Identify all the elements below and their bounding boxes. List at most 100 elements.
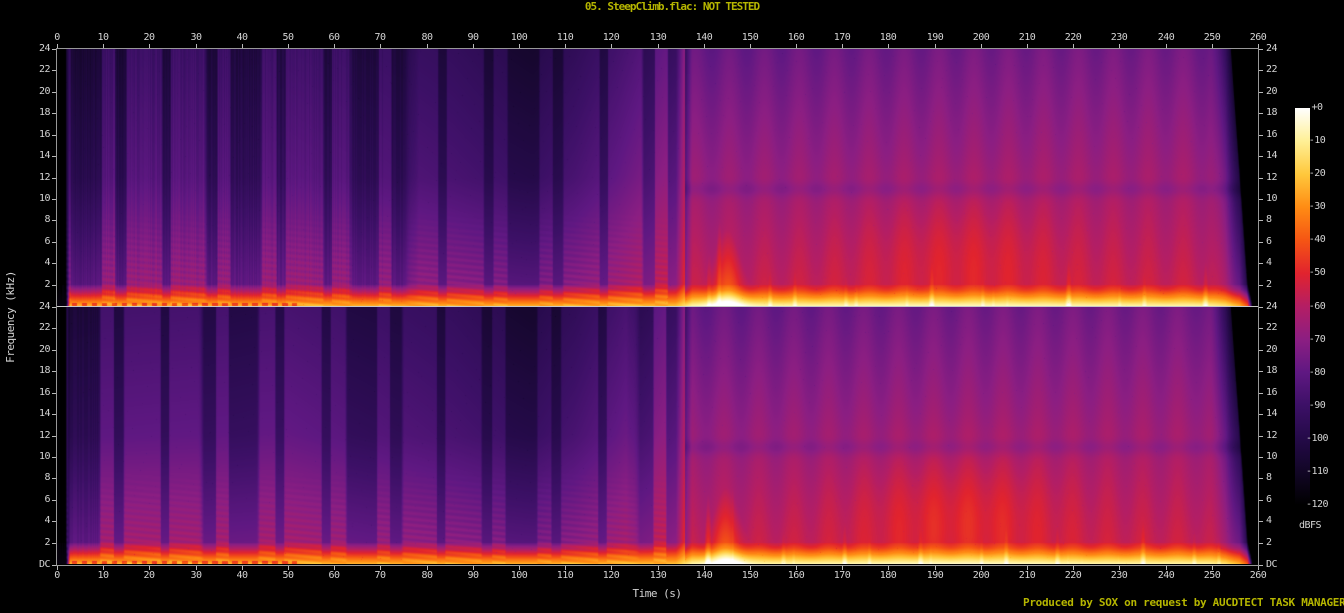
time-tick-label: 180 — [879, 570, 897, 581]
time-tick-label: 210 — [1018, 32, 1036, 43]
time-tick-mark — [103, 566, 104, 570]
freq-tick-label: 4 — [44, 257, 50, 268]
freq-tick-label: 20 — [1266, 86, 1278, 97]
time-tick-mark — [611, 566, 612, 570]
freq-tick-label: 16 — [38, 129, 51, 140]
freq-tick-label: 12 — [1266, 172, 1278, 183]
freq-tick-label: 8 — [44, 214, 50, 225]
time-tick-label: 200 — [972, 32, 990, 43]
freq-tick-label: 22 — [1266, 322, 1278, 333]
time-tick-mark — [149, 566, 150, 570]
freq-tick-mark — [52, 436, 56, 437]
colorbar-tick-label: -120 — [1305, 499, 1329, 510]
freq-tick-mark — [52, 328, 56, 329]
freq-tick-label: 10 — [1266, 451, 1278, 462]
time-tick-mark — [288, 566, 289, 570]
time-tick-mark — [796, 44, 797, 48]
freq-tick-label: 10 — [1266, 193, 1278, 204]
freq-tick-mark — [1259, 178, 1263, 179]
freq-tick-mark — [1259, 285, 1263, 286]
time-tick-mark — [1027, 566, 1028, 570]
time-tick-mark — [196, 566, 197, 570]
time-tick-mark — [704, 566, 705, 570]
freq-axis-left-line — [56, 48, 57, 566]
freq-tick-label: 16 — [1266, 129, 1278, 140]
time-tick-label: 110 — [556, 32, 574, 43]
freq-tick-mark — [1259, 307, 1263, 308]
time-tick-mark — [288, 44, 289, 48]
freq-tick-mark — [52, 70, 56, 71]
freq-tick-mark — [52, 263, 56, 264]
freq-tick-label: 22 — [38, 322, 51, 333]
colorbar-tick-label: -80 — [1308, 367, 1326, 378]
time-tick-mark — [888, 566, 889, 570]
freq-tick-label: 24 — [1266, 301, 1278, 312]
time-tick-label: 80 — [421, 32, 433, 43]
freq-tick-label: 14 — [38, 150, 51, 161]
freq-tick-label: 18 — [1266, 107, 1278, 118]
time-tick-label: 120 — [602, 570, 620, 581]
colorbar-tick-label: -50 — [1308, 267, 1326, 278]
freq-tick-label: 8 — [1266, 214, 1272, 225]
freq-tick-label: 4 — [44, 515, 50, 526]
spectrogram-channel-2 — [57, 307, 1258, 564]
colorbar-tick-label: -110 — [1305, 466, 1329, 477]
freq-tick-mark — [1259, 371, 1263, 372]
time-tick-label: 200 — [972, 570, 990, 581]
time-tick-mark — [935, 566, 936, 570]
time-tick-label: 180 — [879, 32, 897, 43]
credit-text: Produced by SOX on request by AUCDTECT T… — [1023, 596, 1344, 609]
time-tick-mark — [427, 44, 428, 48]
time-tick-label: 250 — [1203, 570, 1221, 581]
colorbar-tick-label: -20 — [1308, 168, 1326, 179]
colorbar-unit-label: dBFS — [1298, 520, 1322, 531]
freq-tick-mark — [52, 199, 56, 200]
freq-tick-mark — [52, 307, 56, 308]
freq-tick-label: 14 — [1266, 150, 1278, 161]
time-tick-label: 20 — [143, 32, 155, 43]
time-tick-mark — [658, 44, 659, 48]
time-tick-mark — [565, 44, 566, 48]
time-tick-mark — [380, 566, 381, 570]
freq-tick-label: 20 — [38, 86, 51, 97]
time-tick-mark — [196, 44, 197, 48]
time-tick-label: 240 — [1157, 570, 1175, 581]
freq-tick-label: 6 — [44, 494, 50, 505]
time-tick-mark — [380, 44, 381, 48]
freq-tick-mark — [1259, 113, 1263, 114]
freq-tick-label: 2 — [1266, 279, 1272, 290]
time-tick-label: 170 — [833, 32, 851, 43]
time-tick-mark — [796, 566, 797, 570]
time-tick-mark — [1166, 44, 1167, 48]
time-tick-mark — [611, 44, 612, 48]
freq-tick-label: 22 — [38, 64, 51, 75]
time-tick-label: 70 — [374, 32, 386, 43]
time-tick-mark — [1073, 566, 1074, 570]
time-tick-mark — [103, 44, 104, 48]
time-tick-mark — [704, 44, 705, 48]
time-tick-mark — [981, 44, 982, 48]
page-title: 05. SteepClimb.flac: NOT TESTED — [584, 0, 760, 13]
time-tick-mark — [1258, 44, 1259, 48]
time-tick-label: 230 — [1110, 32, 1128, 43]
freq-tick-label: 16 — [38, 387, 51, 398]
x-axis-label: Time (s) — [632, 587, 682, 600]
time-tick-mark — [473, 566, 474, 570]
time-tick-label: 60 — [328, 32, 340, 43]
time-tick-mark — [1027, 44, 1028, 48]
time-tick-label: 160 — [787, 570, 805, 581]
freq-tick-mark — [52, 393, 56, 394]
time-tick-label: 10 — [97, 32, 109, 43]
freq-tick-label: 24 — [38, 43, 51, 54]
time-tick-label: 130 — [649, 32, 667, 43]
time-tick-mark — [519, 566, 520, 570]
freq-tick-mark — [1259, 49, 1263, 50]
time-tick-label: 100 — [510, 32, 528, 43]
freq-tick-label: 22 — [1266, 64, 1278, 75]
time-tick-mark — [842, 44, 843, 48]
colorbar-tick-label: -70 — [1308, 334, 1326, 345]
time-tick-mark — [1212, 44, 1213, 48]
freq-tick-mark — [1259, 92, 1263, 93]
